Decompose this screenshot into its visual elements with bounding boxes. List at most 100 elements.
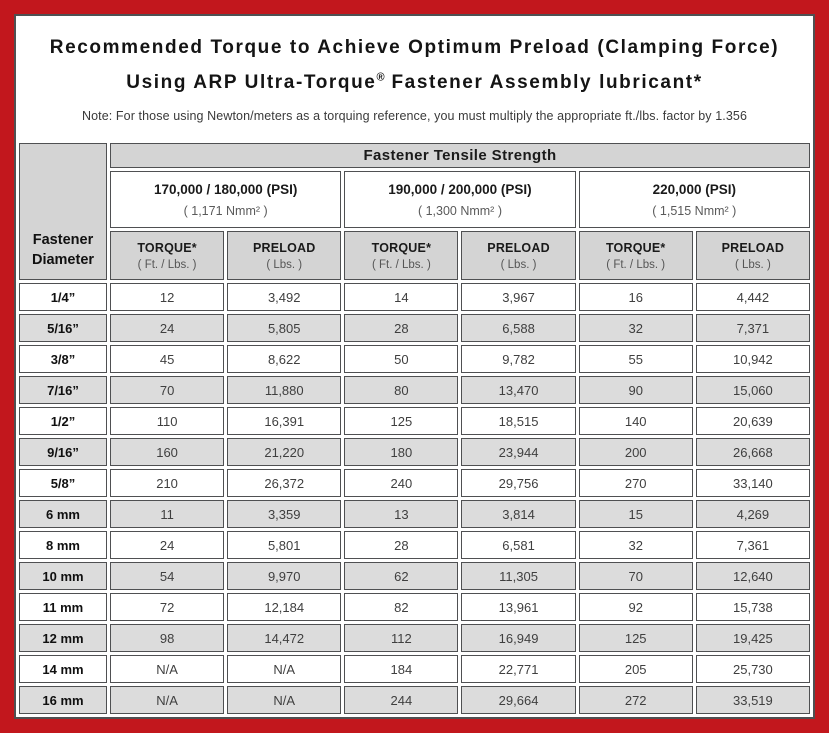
preload-value-cell: 18,515 — [461, 407, 576, 435]
preload-value-cell: 13,961 — [461, 593, 576, 621]
preload-value-cell: 12,640 — [695, 562, 810, 590]
torque-value-cell: 24 — [110, 314, 225, 342]
preload-value-cell: 3,492 — [227, 283, 342, 311]
preload-value-cell: 29,664 — [461, 686, 576, 714]
preload-value-cell: 9,782 — [461, 345, 576, 373]
psi-label: 190,000 / 200,000 (PSI) — [388, 181, 532, 197]
torque-value-cell: 45 — [110, 345, 225, 373]
tensile-strength-header: Fastener Tensile Strength — [110, 143, 810, 168]
column-subheader-row: TORQUE* ( Ft. / Lbs. ) PRELOAD ( Lbs. ) … — [19, 231, 810, 280]
torque-value-cell: 180 — [344, 438, 459, 466]
torque-value-cell: 240 — [344, 469, 459, 497]
torque-table: Fastener Diameter Fastener Tensile Stren… — [16, 140, 813, 717]
preload-value-cell: 12,184 — [227, 593, 342, 621]
preload-value-cell: 7,361 — [695, 531, 810, 559]
title-block: Recommended Torque to Achieve Optimum Pr… — [16, 16, 813, 140]
document-panel: Recommended Torque to Achieve Optimum Pr… — [14, 14, 815, 719]
tensile-strength-row: Fastener Diameter Fastener Tensile Stren… — [19, 143, 810, 280]
table-row: 5/8” 210 26,372 240 29,756 270 33,140 — [19, 469, 810, 497]
torque-value-cell: 210 — [110, 469, 225, 497]
torque-value-cell: 15 — [578, 500, 693, 528]
preload-column-header: PRELOAD ( Lbs. ) — [695, 231, 810, 280]
preload-value-cell: 6,588 — [461, 314, 576, 342]
torque-value-cell: 13 — [344, 500, 459, 528]
torque-value-cell: 54 — [110, 562, 225, 590]
torque-value-cell: 14 — [344, 283, 459, 311]
torque-value-cell: 98 — [110, 624, 225, 652]
fastener-diameter-cell: 10 mm — [19, 562, 107, 590]
table-row: 7/16” 70 11,880 80 13,470 90 15,060 — [19, 376, 810, 404]
table-row: 10 mm 54 9,970 62 11,305 70 12,640 — [19, 562, 810, 590]
note-text: Note: For those using Newton/meters as a… — [81, 109, 747, 124]
preload-value-cell: 13,470 — [461, 376, 576, 404]
preload-value-cell: 3,814 — [461, 500, 576, 528]
nmm-label: ( 1,300 Nmm² ) — [417, 203, 502, 218]
psi-group-row: 170,000 / 180,000 (PSI) ( 1,171 Nmm² ) 1… — [19, 171, 810, 228]
psi-group-170-180: 170,000 / 180,000 (PSI) ( 1,171 Nmm² ) — [110, 171, 342, 228]
torque-value-cell: 125 — [578, 624, 693, 652]
preload-value-cell: 7,371 — [695, 314, 810, 342]
preload-value-cell: 29,756 — [461, 469, 576, 497]
title-line-2: Using ARP Ultra-Torque® Fastener Assembl… — [126, 72, 703, 94]
preload-value-cell: 20,639 — [695, 407, 810, 435]
torque-value-cell: 244 — [344, 686, 459, 714]
fastener-diameter-cell: 6 mm — [19, 500, 107, 528]
torque-value-cell: 184 — [344, 655, 459, 683]
preload-value-cell: N/A — [227, 655, 342, 683]
nmm-label: ( 1,171 Nmm² ) — [183, 203, 268, 218]
table-row: 3/8” 45 8,622 50 9,782 55 10,942 — [19, 345, 810, 373]
preload-value-cell: 16,949 — [461, 624, 576, 652]
torque-column-header: TORQUE* ( Ft. / Lbs. ) — [110, 231, 225, 280]
torque-value-cell: 28 — [344, 314, 459, 342]
torque-column-header: TORQUE* ( Ft. / Lbs. ) — [344, 231, 459, 280]
fastener-diameter-cell: 8 mm — [19, 531, 107, 559]
preload-value-cell: 6,581 — [461, 531, 576, 559]
torque-value-cell: 12 — [110, 283, 225, 311]
fastener-diameter-cell: 5/8” — [19, 469, 107, 497]
preload-value-cell: 4,269 — [695, 500, 810, 528]
fastener-diameter-cell: 3/8” — [19, 345, 107, 373]
fastener-diameter-cell: 9/16” — [19, 438, 107, 466]
torque-value-cell: 28 — [344, 531, 459, 559]
table-row: 16 mm N/A N/A 244 29,664 272 33,519 — [19, 686, 810, 714]
psi-group-220: 220,000 (PSI) ( 1,515 Nmm² ) — [578, 171, 810, 228]
fastener-diameter-cell: 11 mm — [19, 593, 107, 621]
title-line-1: Recommended Torque to Achieve Optimum Pr… — [49, 37, 780, 58]
table-row: 12 mm 98 14,472 112 16,949 125 19,425 — [19, 624, 810, 652]
torque-value-cell: 70 — [578, 562, 693, 590]
preload-value-cell: 33,140 — [695, 469, 810, 497]
preload-value-cell: 23,944 — [461, 438, 576, 466]
preload-value-cell: 33,519 — [695, 686, 810, 714]
torque-value-cell: 55 — [578, 345, 693, 373]
torque-value-cell: 32 — [578, 531, 693, 559]
psi-label: 220,000 (PSI) — [652, 181, 736, 197]
torque-value-cell: 272 — [578, 686, 693, 714]
torque-value-cell: 70 — [110, 376, 225, 404]
torque-value-cell: 11 — [110, 500, 225, 528]
table-row: 1/2” 110 16,391 125 18,515 140 20,639 — [19, 407, 810, 435]
fastener-diameter-header: Fastener Diameter — [19, 143, 107, 280]
table-row: 14 mm N/A N/A 184 22,771 205 25,730 — [19, 655, 810, 683]
preload-value-cell: 16,391 — [227, 407, 342, 435]
preload-value-cell: 10,942 — [695, 345, 810, 373]
torque-value-cell: 32 — [578, 314, 693, 342]
preload-value-cell: 25,730 — [695, 655, 810, 683]
torque-value-cell: 160 — [110, 438, 225, 466]
torque-table-body: 1/4” 12 3,492 14 3,967 16 4,442 5/16” 24 5,805 28 6… — [19, 283, 810, 714]
table-row: 5/16” 24 5,805 28 6,588 32 7,371 — [19, 314, 810, 342]
torque-value-cell: 270 — [578, 469, 693, 497]
torque-value-cell: 92 — [578, 593, 693, 621]
preload-value-cell: 4,442 — [695, 283, 810, 311]
fastener-diameter-cell: 5/16” — [19, 314, 107, 342]
preload-value-cell: 14,472 — [227, 624, 342, 652]
torque-value-cell: 90 — [578, 376, 693, 404]
torque-value-cell: 50 — [344, 345, 459, 373]
torque-value-cell: 82 — [344, 593, 459, 621]
preload-value-cell: 19,425 — [695, 624, 810, 652]
table-row: 11 mm 72 12,184 82 13,961 92 15,738 — [19, 593, 810, 621]
preload-value-cell: 11,880 — [227, 376, 342, 404]
table-row: 9/16” 160 21,220 180 23,944 200 26,668 — [19, 438, 810, 466]
torque-value-cell: 62 — [344, 562, 459, 590]
torque-value-cell: 140 — [578, 407, 693, 435]
